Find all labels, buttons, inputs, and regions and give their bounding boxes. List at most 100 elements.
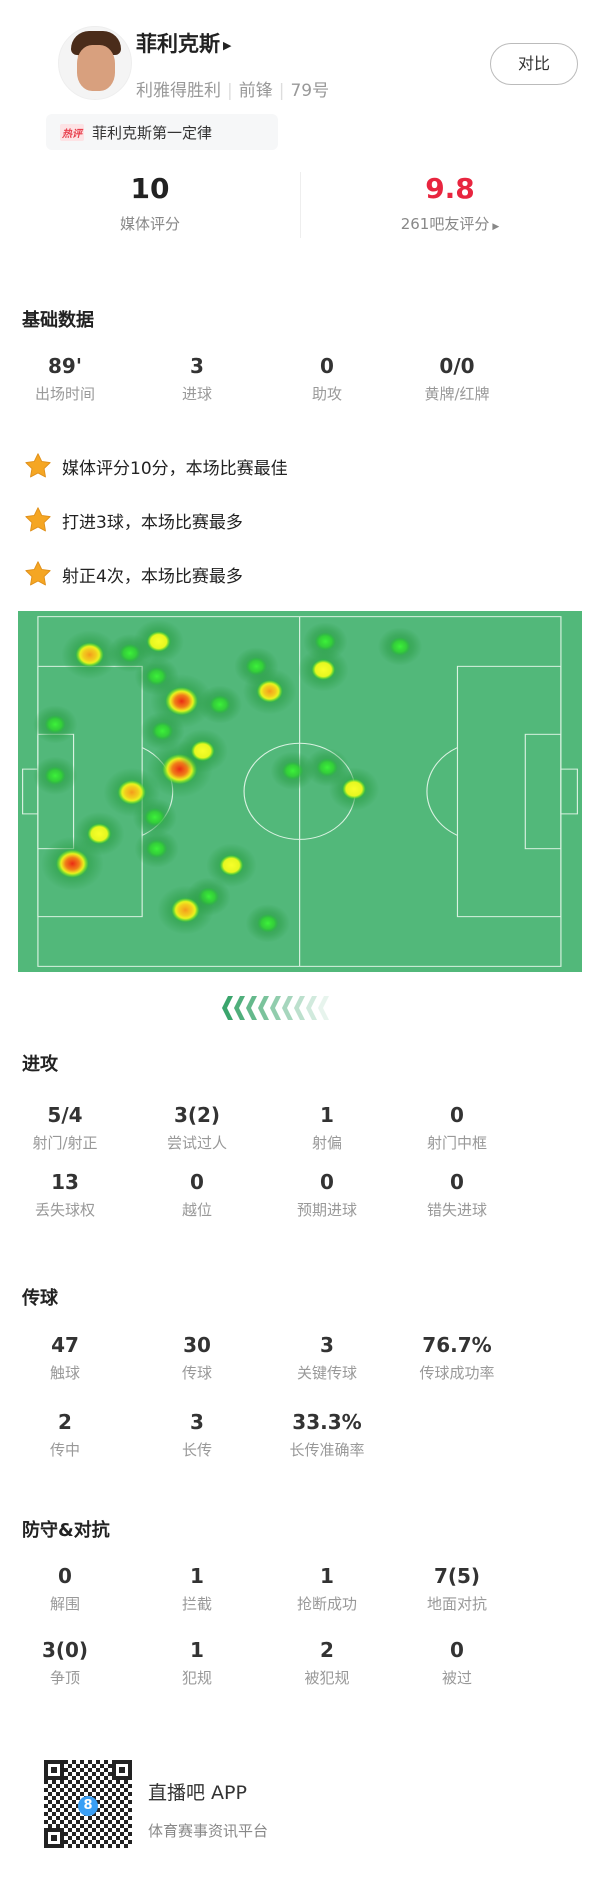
stat-value: 2	[58, 1410, 72, 1434]
hot-comment-text: 菲利克斯第一定律	[92, 123, 213, 142]
section-title-defense: 防守&对抗	[22, 1520, 110, 1541]
heat-spot	[177, 729, 228, 773]
section-title-basic: 基础数据	[22, 310, 94, 331]
heat-spot	[132, 797, 178, 837]
stat-attack: 0 射门中框	[387, 1103, 527, 1153]
stat-label: 尝试过人	[166, 1134, 227, 1152]
stat-label: 越位	[181, 1201, 212, 1219]
stat-basic: 89' 出场时间	[0, 354, 135, 404]
stat-value: 7(5)	[433, 1564, 481, 1588]
stat-value: 1	[320, 1103, 334, 1127]
stat-attack: 0 错失进球	[387, 1170, 527, 1220]
caret-right-icon: ▶	[492, 222, 500, 232]
section-title-attack: 进攻	[22, 1054, 58, 1075]
compare-button[interactable]: 对比	[490, 43, 578, 85]
chevron-left-icon	[270, 996, 281, 1020]
stat-label: 丢失球权	[34, 1201, 95, 1219]
stat-value: 13	[51, 1170, 79, 1194]
player-meta: 利雅得胜利 | 前锋 | 79号	[136, 81, 330, 101]
position: 前锋	[238, 81, 273, 101]
stat-passing: 2 传中	[0, 1410, 135, 1460]
chevron-left-icon	[258, 996, 269, 1020]
stat-label: 传球成功率	[419, 1364, 495, 1382]
highlight-item: 射正4次，本场比赛最多	[24, 560, 243, 588]
star-icon	[25, 561, 51, 586]
stat-value: 0	[320, 354, 334, 378]
highlight-text: 媒体评分10分，本场比赛最佳	[62, 458, 288, 479]
heat-spot	[140, 711, 185, 751]
stat-basic: 0 助攻	[257, 354, 397, 404]
stat-label: 错失进球	[426, 1201, 487, 1219]
stat-passing: 47 触球	[0, 1333, 135, 1383]
stat-attack: 13 丢失球权	[0, 1170, 135, 1220]
hot-comment[interactable]: 热评 菲利克斯第一定律	[46, 114, 278, 150]
stat-value: 5/4	[47, 1103, 83, 1127]
heat-spot	[32, 756, 78, 795]
stat-label: 黄牌/红牌	[424, 385, 490, 403]
heat-spot	[245, 904, 291, 943]
app-logo-badge: 8	[78, 1796, 98, 1816]
star-icon	[25, 507, 51, 532]
stat-passing: 30 传球	[127, 1333, 267, 1383]
highlight-text: 打进3球，本场比赛最多	[62, 512, 243, 533]
heatmap-pitch	[18, 611, 582, 972]
stat-label: 射门/射正	[32, 1134, 98, 1152]
chevron-left-icon	[234, 996, 245, 1020]
stat-value: 3(2)	[173, 1103, 221, 1127]
heat-spot	[270, 751, 315, 791]
stat-defense: 0 解围	[0, 1564, 135, 1614]
stat-value: 76.7%	[422, 1333, 492, 1357]
stat-value: 0/0	[439, 354, 475, 378]
stat-passing: 3 长传	[127, 1410, 267, 1460]
stat-value: 2	[320, 1638, 334, 1662]
stat-defense: 1 犯规	[127, 1638, 267, 1688]
stat-basic: 3 进球	[127, 354, 267, 404]
stat-value: 1	[320, 1564, 334, 1588]
stat-label: 被过	[441, 1669, 472, 1687]
stat-label: 长传	[181, 1441, 212, 1459]
heat-spot	[206, 843, 257, 888]
app-name: 直播吧 APP	[148, 1782, 247, 1804]
heat-spot	[134, 829, 179, 868]
stat-defense: 1 拦截	[127, 1564, 267, 1614]
stat-defense: 1 抢断成功	[257, 1564, 397, 1614]
stat-attack: 1 射偏	[257, 1103, 397, 1153]
stat-label: 传中	[49, 1441, 80, 1459]
player-name: 菲利克斯	[136, 32, 220, 56]
stat-label: 射门中框	[426, 1134, 487, 1152]
section-title-passing: 传球	[22, 1288, 58, 1309]
heat-spot	[377, 627, 423, 666]
stat-defense: 0 被过	[387, 1638, 527, 1688]
player-name-link[interactable]: 菲利克斯 ▶	[136, 28, 231, 58]
fan-rating[interactable]: 9.8 261吧友评分 ▶	[300, 172, 600, 234]
stat-value: 30	[183, 1333, 211, 1357]
chevron-left-icon	[246, 996, 257, 1020]
stat-defense: 7(5) 地面对抗	[387, 1564, 527, 1614]
heat-spot	[298, 647, 349, 692]
chevron-left-icon	[222, 996, 233, 1020]
stat-value: 1	[190, 1564, 204, 1588]
heat-spot	[61, 630, 119, 680]
stat-attack: 0 预期进球	[257, 1170, 397, 1220]
divider	[300, 172, 301, 238]
fan-score-label: 261吧友评分	[400, 215, 490, 233]
stat-value: 3	[190, 354, 204, 378]
stat-attack: 0 越位	[127, 1170, 267, 1220]
stat-label: 传球	[181, 1364, 212, 1382]
stat-value: 3	[190, 1410, 204, 1434]
heat-spot	[32, 705, 78, 744]
heat-spot	[157, 885, 214, 935]
attack-direction-arrows	[222, 996, 330, 1020]
stat-label: 助攻	[311, 385, 342, 403]
media-rating: 10 媒体评分	[0, 172, 300, 234]
player-avatar[interactable]	[58, 26, 132, 100]
stat-label: 射偏	[311, 1134, 342, 1152]
highlight-item: 媒体评分10分，本场比赛最佳	[24, 452, 288, 480]
stat-attack: 3(2) 尝试过人	[127, 1103, 267, 1153]
app-qr-code: 8	[44, 1760, 132, 1848]
stat-value: 1	[190, 1638, 204, 1662]
highlight-item: 打进3球，本场比赛最多	[24, 506, 243, 534]
stat-label: 长传准确率	[289, 1441, 365, 1459]
stat-label: 出场时间	[34, 385, 95, 403]
stat-label: 争顶	[49, 1669, 80, 1687]
